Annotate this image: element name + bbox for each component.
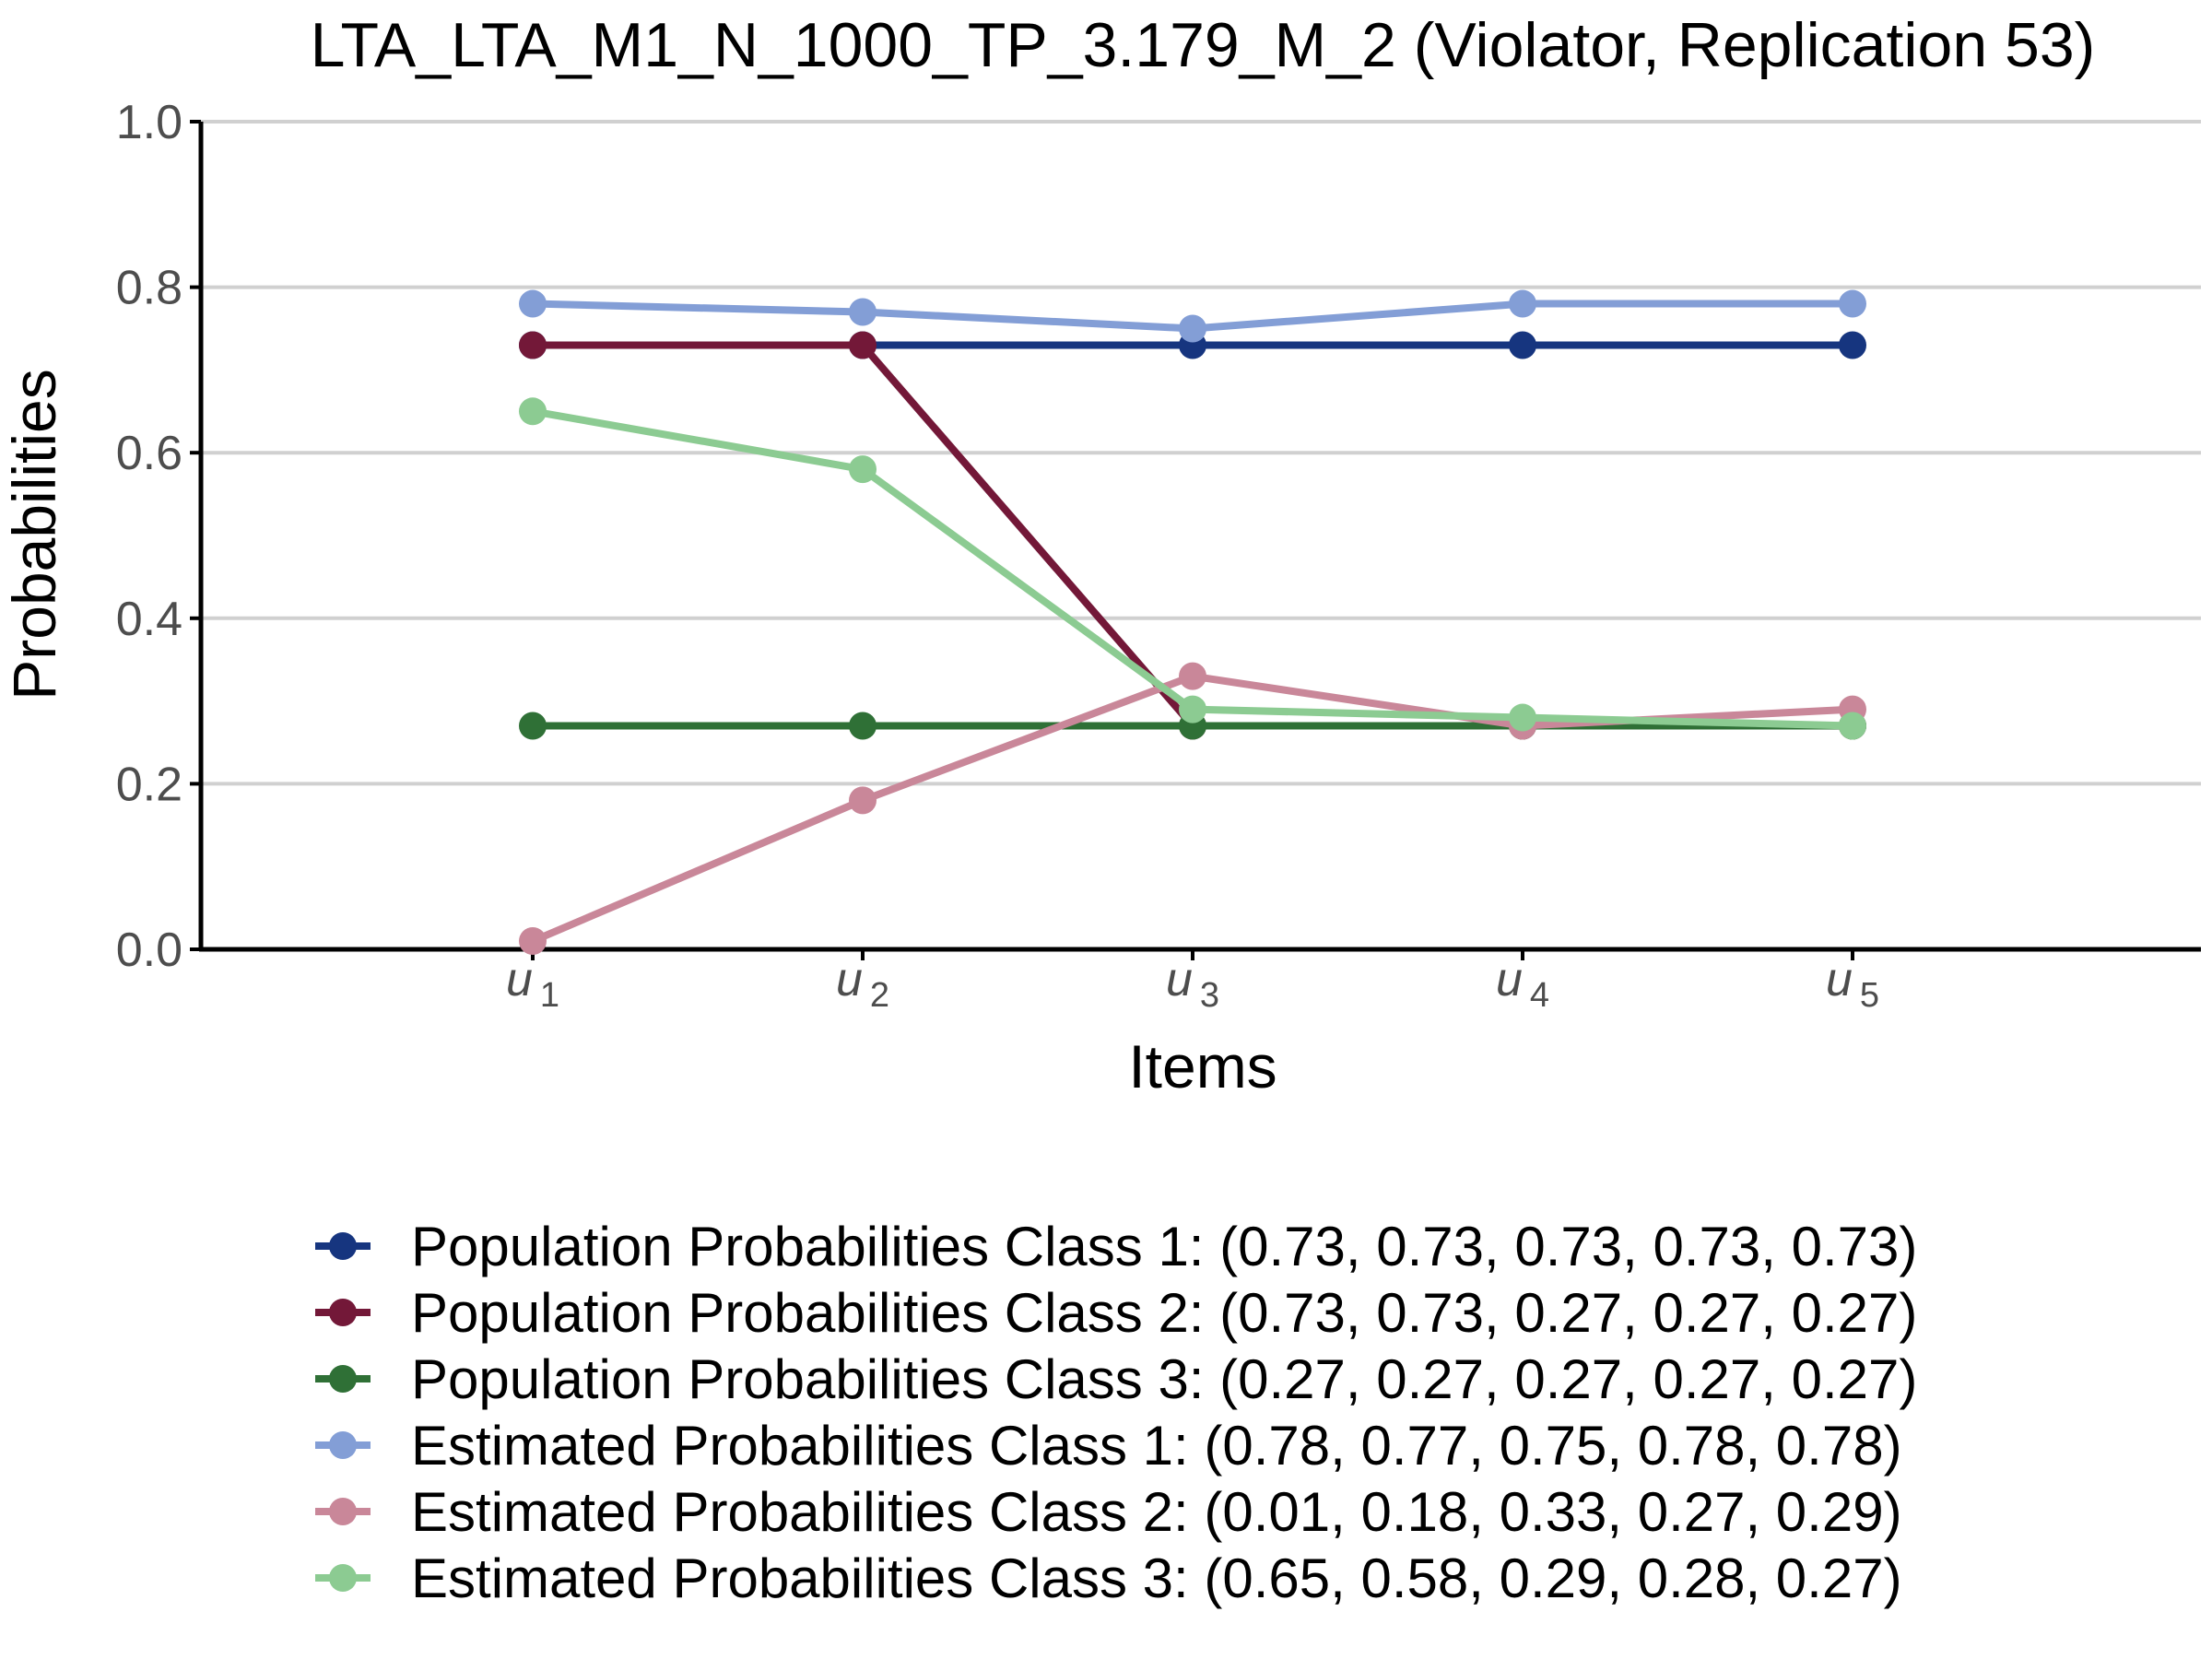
axes [198, 122, 2201, 952]
data-point [519, 289, 547, 318]
x-tick-symbol: u [1166, 953, 1193, 1006]
legend-marker [329, 1498, 357, 1525]
y-tick-label: 1.0 [116, 96, 182, 149]
data-point [849, 712, 877, 740]
series [519, 289, 1866, 956]
legend-label: Estimated Probabilities Class 1: (0.78, … [411, 1415, 1902, 1477]
x-tick-subscript: 2 [870, 976, 889, 1015]
legend-marker [329, 1232, 357, 1260]
data-point [849, 331, 877, 359]
series-6 [519, 397, 1866, 740]
y-axis-ticks: 0.0 0.2 0.4 0.6 0.8 1.0 [116, 96, 201, 977]
data-point [1179, 662, 1206, 690]
x-tick-symbol: u [1826, 953, 1853, 1006]
y-tick-label: 0.2 [116, 758, 182, 811]
x-tick-symbol: u [506, 953, 533, 1006]
y-tick-label: 0.4 [116, 593, 182, 646]
x-tick-subscript: 4 [1530, 976, 1549, 1015]
legend-label: Population Probabilities Class 3: (0.27,… [411, 1348, 1917, 1410]
data-point [849, 786, 877, 815]
data-point [849, 298, 877, 326]
legend-label: Estimated Probabilities Class 3: (0.65, … [411, 1547, 1902, 1609]
x-tick-symbol: u [1496, 953, 1523, 1006]
data-point [1179, 695, 1206, 724]
data-point [849, 455, 877, 484]
y-tick-label: 0.8 [116, 262, 182, 315]
y-tick-label: 0.6 [116, 427, 182, 480]
legend-entry: Population Probabilities Class 2: (0.73,… [315, 1282, 1917, 1344]
x-tick-subscript: 1 [540, 976, 559, 1015]
legend-marker [329, 1564, 357, 1592]
legend-entry: Population Probabilities Class 1: (0.73,… [315, 1216, 1917, 1277]
legend-entry: Population Probabilities Class 3: (0.27,… [315, 1348, 1917, 1410]
gridlines [201, 120, 2201, 786]
legend-marker [329, 1299, 357, 1326]
series-4 [519, 289, 1866, 343]
chart-title: LTA_LTA_M1_N_1000_TP_3.179_M_2 (Violator… [311, 10, 2096, 80]
x-axis-label: Items [1128, 1032, 1277, 1100]
data-point [1839, 712, 1866, 740]
legend: Population Probabilities Class 1: (0.73,… [315, 1216, 1917, 1609]
legend-label: Estimated Probabilities Class 2: (0.01, … [411, 1481, 1902, 1543]
data-point [1179, 314, 1206, 343]
y-tick-label: 0.0 [116, 924, 182, 977]
data-point [1509, 331, 1536, 359]
legend-entry: Estimated Probabilities Class 3: (0.65, … [315, 1547, 1902, 1609]
legend-marker [329, 1365, 357, 1393]
data-point [519, 712, 547, 740]
data-point [1509, 703, 1536, 732]
data-point [1839, 289, 1866, 318]
x-tick-subscript: 5 [1860, 976, 1879, 1015]
y-axis-label: Probabilities [0, 369, 68, 700]
data-point [1509, 289, 1536, 318]
legend-label: Population Probabilities Class 1: (0.73,… [411, 1216, 1917, 1277]
x-tick-symbol: u [836, 953, 863, 1006]
legend-label: Population Probabilities Class 2: (0.73,… [411, 1282, 1917, 1344]
data-point [519, 397, 547, 426]
data-point [519, 331, 547, 359]
x-tick-subscript: 3 [1200, 976, 1219, 1015]
legend-marker [329, 1431, 357, 1459]
legend-entry: Estimated Probabilities Class 2: (0.01, … [315, 1481, 1902, 1543]
data-point [1839, 331, 1866, 359]
data-point [519, 927, 547, 956]
legend-entry: Estimated Probabilities Class 1: (0.78, … [315, 1415, 1902, 1477]
